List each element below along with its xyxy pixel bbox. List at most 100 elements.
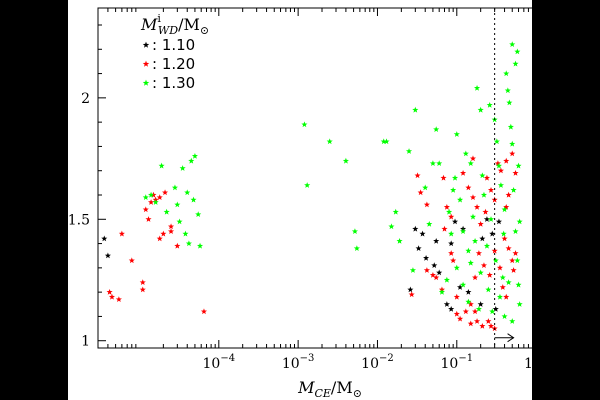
data-point [503, 203, 510, 210]
data-point [301, 121, 308, 128]
x-tick-label-base: 10 [282, 356, 300, 372]
data-point [407, 286, 414, 293]
data-point [477, 106, 484, 113]
x-tick-label: 10−4 [203, 353, 236, 372]
data-point [160, 230, 167, 237]
data-point [496, 293, 503, 300]
data-point [429, 160, 436, 167]
data-point [441, 225, 448, 232]
data-point [509, 257, 516, 264]
data-point [516, 301, 523, 307]
data-point [422, 184, 429, 191]
data-point [503, 157, 510, 164]
data-point [101, 235, 108, 242]
data-point [485, 286, 492, 293]
data-point [304, 182, 311, 188]
x-tick-label-base: 10 [361, 356, 379, 372]
data-point [115, 296, 122, 303]
data-point [191, 152, 198, 159]
data-point [145, 216, 152, 222]
data-point [179, 165, 186, 171]
data-point [514, 48, 521, 55]
data-point [512, 228, 519, 235]
data-point [342, 157, 349, 164]
data-point [195, 211, 202, 218]
data-point [474, 203, 481, 210]
data-point [477, 301, 484, 307]
data-point [483, 242, 490, 249]
data-point [188, 157, 195, 164]
legend-title-sub: WD [158, 24, 178, 37]
data-point [465, 288, 472, 295]
data-point [501, 313, 508, 320]
data-point [156, 235, 163, 242]
data-point [429, 271, 436, 278]
data-point [415, 245, 422, 252]
x-tick-label-base: 10 [524, 356, 542, 372]
data-point [423, 267, 430, 273]
data-point [426, 220, 433, 227]
data-point [509, 41, 516, 48]
data-point [510, 186, 517, 193]
data-point [156, 194, 163, 201]
y-axis-label-sub: 2 [42, 191, 55, 198]
data-point [158, 162, 165, 169]
data-point [480, 262, 487, 269]
outer-background-right [532, 0, 600, 400]
data-point [469, 194, 477, 201]
data-point [487, 322, 495, 329]
data-point [150, 191, 157, 198]
data-point [185, 240, 192, 247]
x-tick-label-exponent: 0 [542, 353, 548, 364]
data-point [503, 293, 510, 300]
data-point [472, 308, 479, 315]
data-point [417, 189, 424, 196]
x-axis-label-sub: CE [314, 387, 330, 400]
x-tick-label: 10−3 [282, 353, 315, 372]
legend-title-main: M [140, 15, 158, 34]
data-point [457, 196, 464, 203]
data-point [443, 203, 450, 210]
data-point [152, 199, 159, 205]
data-point [431, 262, 438, 269]
x-tick-label-exponent: −4 [220, 353, 235, 364]
data-point [174, 201, 181, 208]
data-point [477, 269, 484, 276]
data-point [460, 169, 467, 176]
data-point [436, 269, 443, 276]
data-point [436, 160, 443, 167]
data-point [433, 274, 440, 281]
legend-title-sup: i [157, 12, 161, 25]
axis-ticks [97, 8, 561, 348]
data-point [443, 276, 450, 283]
data-point [388, 223, 395, 230]
data-point [168, 228, 175, 235]
data-point [506, 99, 513, 106]
data-point [497, 182, 504, 188]
data-point [487, 186, 495, 193]
data-point [501, 206, 508, 213]
data-point [453, 293, 460, 300]
data-point [162, 189, 169, 196]
data-point [353, 245, 360, 252]
data-point [512, 250, 519, 256]
data-point [108, 293, 116, 300]
data-point [515, 281, 522, 288]
data-point [448, 213, 455, 220]
data-point [148, 199, 155, 205]
data-point [495, 162, 502, 169]
data-point [496, 264, 503, 271]
y-tick-label: 1 [81, 334, 90, 350]
data-point [512, 60, 519, 67]
data-point [501, 235, 508, 242]
data-point [465, 247, 472, 254]
x-tick-label-base: 10 [441, 356, 459, 372]
legend-title-unit-sub: ⊙ [200, 24, 209, 37]
data-point [507, 123, 514, 130]
data-point [118, 230, 125, 237]
data-point [495, 218, 502, 225]
data-point [412, 106, 419, 113]
data-point [487, 216, 495, 222]
data-point [472, 274, 479, 281]
